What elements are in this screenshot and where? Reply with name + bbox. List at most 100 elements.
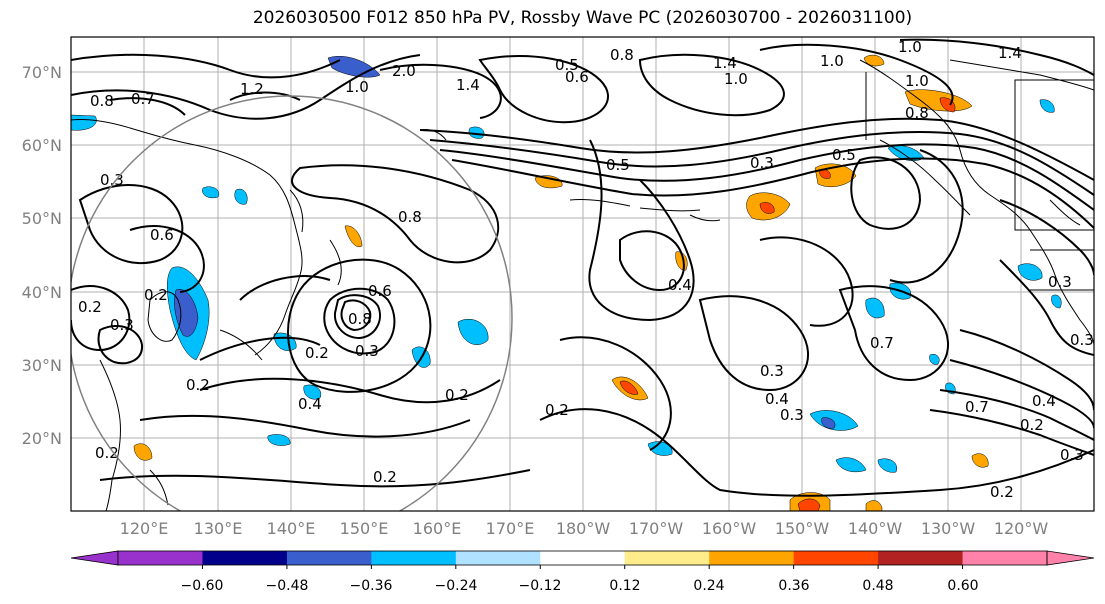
contour-label: 0.6: [150, 226, 174, 244]
anomaly-patches: [71, 54, 1062, 511]
lon-label: 170°E: [486, 519, 535, 538]
pv-contours: [71, 38, 1094, 497]
contour-label: 0.7: [870, 334, 894, 352]
gridlines: [71, 37, 1094, 511]
lat-label: 50°N: [22, 209, 62, 228]
contour-label: 0.2: [990, 483, 1014, 501]
lat-label: 60°N: [22, 136, 62, 155]
contour-label: 0.2: [445, 386, 469, 404]
contour-label: 0.3: [1048, 273, 1072, 291]
lon-label: 160°W: [702, 519, 757, 538]
contour-label: 0.8: [398, 208, 422, 226]
contour-label: 0.4: [765, 390, 789, 408]
contour-label: 0.3: [355, 342, 379, 360]
contour-label: 0.3: [1060, 446, 1084, 464]
colorbar-segment: [118, 551, 203, 565]
reference-circle: [71, 95, 513, 511]
contour-label: 0.5: [832, 146, 856, 164]
colorbar-segment: [793, 551, 879, 565]
contour-labels: 0.8 0.7 1.2 2.0 1.0 1.4 0.5 0.6 0.8 1.4 …: [78, 38, 1094, 501]
lon-label: 130°W: [921, 519, 976, 538]
colorbar-tick-label: 0.48: [862, 578, 893, 594]
colorbar-tick-label: −0.48: [266, 578, 309, 594]
colorbar-ticks: −0.60 −0.48 −0.36 −0.24 −0.12 0.12 0.24 …: [181, 578, 979, 594]
contour-label: 0.3: [1070, 331, 1094, 349]
contour-label: 0.8: [905, 104, 929, 122]
colorbar-tick-label: −0.36: [350, 578, 393, 594]
contour-label: 0.4: [1032, 392, 1056, 410]
colorbar-tick-label: 0.12: [609, 578, 640, 594]
contour-label: 0.8: [348, 310, 372, 328]
contour-label: 0.4: [298, 395, 322, 413]
lon-label: 120°W: [994, 519, 1049, 538]
lat-label: 20°N: [22, 429, 62, 448]
colorbar-segment: [878, 551, 964, 565]
coastlines: [71, 59, 1094, 511]
contour-label: 1.0: [345, 78, 369, 96]
colorbar-segment: [962, 551, 1048, 565]
colorbar-segment: [455, 551, 541, 565]
contour-label: 1.2: [240, 80, 264, 98]
colorbar-arrow-high: [1046, 550, 1095, 566]
map-frame: [70, 36, 1095, 512]
colorbar-arrow-low: [70, 550, 119, 566]
contour-label: 0.7: [131, 90, 155, 108]
contour-label: 0.2: [78, 298, 102, 316]
contour-label: 1.4: [998, 44, 1022, 62]
lon-label: 140°W: [848, 519, 903, 538]
colorbar-segment: [202, 551, 288, 565]
latitude-labels: 70°N 60°N 50°N 40°N 30°N 20°N: [22, 63, 62, 448]
lat-label: 40°N: [22, 283, 62, 302]
contour-label: 0.4: [668, 276, 692, 294]
contour-label: 0.3: [760, 362, 784, 380]
contour-label: 0.6: [368, 282, 392, 300]
colorbar-segment: [286, 551, 372, 565]
contour-label: 0.5: [555, 56, 579, 74]
contour-label: 1.4: [456, 76, 480, 94]
contour-label: 1.0: [898, 38, 922, 56]
lat-label: 70°N: [22, 63, 62, 82]
lon-label: 180°W: [556, 519, 611, 538]
contour-label: 1.0: [724, 70, 748, 88]
lon-label: 150°W: [775, 519, 830, 538]
lon-label: 130°E: [194, 519, 243, 538]
contour-label: 0.2: [186, 376, 210, 394]
contour-label: 0.2: [1020, 416, 1044, 434]
lon-label: 140°E: [267, 519, 316, 538]
map-title: 2026030500 F012 850 hPa PV, Rossby Wave …: [252, 8, 913, 28]
lon-label: 170°W: [629, 519, 684, 538]
contour-label: 1.0: [820, 52, 844, 70]
colorbar-tick-label: 0.36: [778, 578, 809, 594]
colorbar-segment: [540, 551, 626, 565]
contour-label: 1.4: [713, 54, 737, 72]
colorbar-segment: [371, 551, 457, 565]
colorbar-tick-label: 0.60: [947, 578, 978, 594]
colorbar: −0.60 −0.48 −0.36 −0.24 −0.12 0.12 0.24 …: [70, 550, 1095, 594]
contour-label: 0.8: [610, 46, 634, 64]
colorbar-segments: [70, 550, 1095, 569]
contour-label: 0.3: [110, 316, 134, 334]
contour-label: 0.2: [545, 401, 569, 419]
contour-label: 0.7: [965, 398, 989, 416]
longitude-labels: 120°E 130°E 140°E 150°E 160°E 170°E 180°…: [120, 519, 1049, 538]
contour-label: 0.8: [90, 92, 114, 110]
contour-label: 0.6: [565, 68, 589, 86]
lon-label: 160°E: [413, 519, 462, 538]
lon-label: 120°E: [120, 519, 169, 538]
contour-label: 0.2: [373, 468, 397, 486]
colorbar-tick-label: −0.60: [181, 578, 224, 594]
lat-label: 30°N: [22, 356, 62, 375]
colorbar-tick-label: −0.24: [435, 578, 478, 594]
contour-label: 0.2: [144, 286, 168, 304]
contour-label: 0.2: [95, 444, 119, 462]
lon-label: 150°E: [340, 519, 389, 538]
colorbar-frame: [117, 550, 1048, 566]
colorbar-segment: [624, 551, 710, 565]
contour-label: 0.2: [305, 344, 329, 362]
contour-label: 0.3: [100, 171, 124, 189]
colorbar-segment: [709, 551, 795, 565]
contour-label: 2.0: [392, 62, 416, 80]
colorbar-tick-label: −0.12: [519, 578, 562, 594]
contour-label: 0.3: [750, 154, 774, 172]
